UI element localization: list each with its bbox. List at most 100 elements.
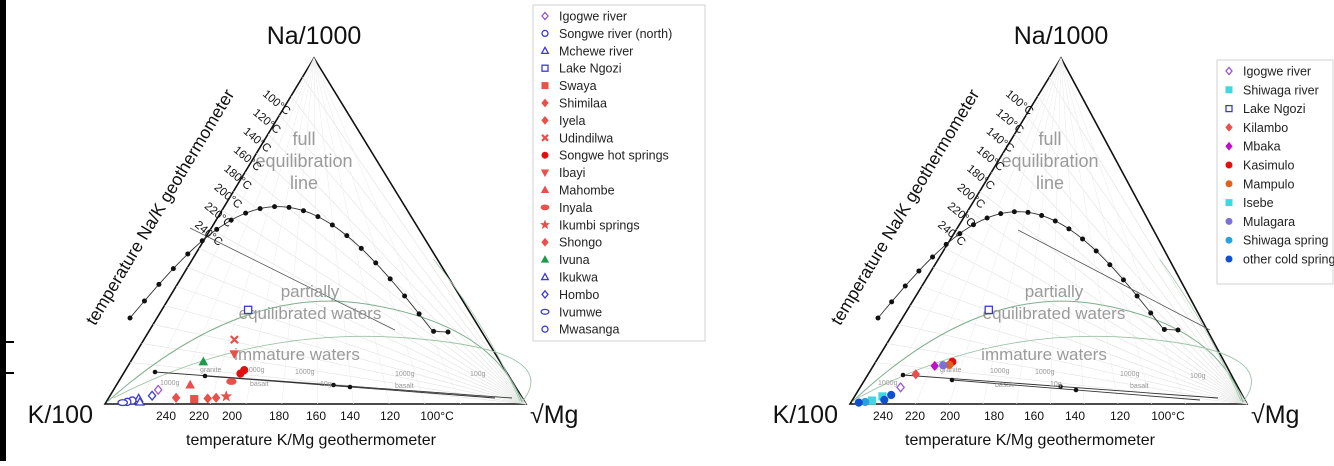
- equilibration-dot: [1093, 248, 1099, 254]
- rock-label: 1000g: [160, 380, 180, 387]
- equilibration-dot: [902, 283, 908, 289]
- isotherm-fan-line: [313, 57, 354, 405]
- isotherm-fan-line: [1060, 57, 1186, 405]
- isotherm-fan-line: [153, 324, 527, 405]
- triangle-frame: [848, 56, 1249, 405]
- isotherm-fan-line: [915, 57, 1062, 405]
- legend-marker: [1225, 86, 1233, 94]
- left-edge-bar: [0, 0, 6, 461]
- equilibration-dot: [373, 260, 379, 266]
- legend-marker: [541, 289, 549, 300]
- equilibration-dot: [957, 231, 963, 237]
- legend-marker: [540, 308, 550, 315]
- legend-label: Ivumwe: [559, 305, 602, 319]
- isotherm-fan-line: [1016, 57, 1062, 405]
- edge-tick-lower: [0, 372, 14, 374]
- data-point-other-cold-springs: [887, 390, 896, 400]
- equilibration-dot: [300, 208, 306, 214]
- green-curve-right: [433, 258, 521, 402]
- equilibration-dot: [1066, 226, 1072, 232]
- legend-label: Igogwe river: [559, 10, 627, 24]
- data-point-lake-ngozi: [243, 305, 253, 315]
- data-point-shongo: [211, 392, 221, 403]
- rock-label: 100g: [1190, 373, 1206, 380]
- rock-label: granite: [940, 367, 962, 374]
- data-point-ibayi: [229, 350, 240, 360]
- legend-marker: [540, 169, 550, 178]
- equilibration-dot: [445, 329, 451, 335]
- isotherm-fan-line: [979, 190, 1248, 405]
- isotherm-fan-line: [267, 133, 527, 405]
- immature-boundary-curve: [106, 300, 523, 403]
- legend-marker: [541, 29, 549, 38]
- equilibration-dot: [214, 226, 220, 232]
- data-point-lake-ngozi: [984, 305, 994, 315]
- legend-marker: [1225, 217, 1233, 225]
- equilibration-dot: [402, 293, 408, 299]
- equilibration-dot: [358, 245, 364, 251]
- legend-label: Ikukwa: [559, 271, 598, 285]
- data-point-shimilaa: [171, 392, 181, 403]
- rock-line-dot: [1073, 387, 1079, 393]
- full-equilibration-label: full: [292, 129, 315, 149]
- data-point-igogwe-river: [153, 384, 163, 396]
- isotherm-fan-line: [1014, 133, 1248, 405]
- rock-line-dot: [347, 384, 353, 390]
- isotherm-fan-line: [313, 57, 390, 405]
- data-point-other-cold-springs: [880, 395, 889, 404]
- legend-box: [1216, 59, 1334, 285]
- legend-label: Swaya: [559, 79, 597, 93]
- isotherm-fan-line: [233, 190, 527, 405]
- legend-label: Mampulo: [1243, 177, 1294, 191]
- legend-label: Ivuna: [559, 253, 590, 267]
- equilibration-dot: [875, 315, 881, 321]
- isotherm-fan-line: [1025, 114, 1248, 405]
- kmg-tick-label: 160: [1024, 409, 1044, 423]
- kmg-tick-label: 220: [189, 409, 209, 423]
- data-point-swaya: [190, 395, 199, 404]
- nak-isotherm-line: [1017, 229, 1211, 331]
- data-point-ivumwe: [117, 399, 129, 407]
- isotherm-fan-line: [944, 248, 1248, 405]
- rock-label: 1000g: [990, 368, 1010, 375]
- immature-waters-label: immature waters: [981, 345, 1107, 364]
- data-point-iyela: [203, 393, 212, 404]
- data-point-mbaka: [930, 360, 939, 372]
- equilibration-dot: [1080, 236, 1086, 242]
- kmg-tick-label: 120: [380, 409, 400, 423]
- legend-label: Isebe: [1243, 196, 1274, 210]
- immature-boundary-curve: [851, 300, 1244, 403]
- rock-label: 1000g: [245, 367, 265, 374]
- equilibration-dot: [185, 251, 191, 257]
- rock-line-dot: [900, 372, 906, 378]
- equilibration-dot: [199, 238, 205, 244]
- legend-label: Mulagara: [1243, 215, 1295, 229]
- isotherm-fan-line: [948, 57, 1062, 405]
- kmg-tick-label: 220: [905, 409, 925, 423]
- rock-line-dot: [202, 373, 208, 379]
- equilibration-dot: [228, 217, 234, 223]
- isotherm-fan-line: [130, 362, 527, 405]
- equilibration-dot: [257, 206, 263, 212]
- kmg-tick-label: 180: [269, 409, 289, 423]
- full-equilibration-label: equilibration: [1001, 151, 1098, 171]
- data-point-shiwaga-river: [867, 396, 877, 405]
- legend-marker: [1225, 199, 1233, 207]
- equilibration-dot: [1025, 209, 1031, 215]
- isotherm-fan-line: [1037, 95, 1248, 405]
- legend-marker: [1225, 180, 1233, 188]
- equilibration-dot: [1120, 277, 1126, 283]
- kmg-tick-label: 200: [940, 409, 960, 423]
- rock-label: basalt: [250, 381, 269, 388]
- isotherm-fan-line: [875, 362, 1248, 405]
- legend-marker: [541, 82, 549, 90]
- legend-marker: [541, 325, 549, 333]
- equilibration-dot: [1011, 209, 1017, 215]
- isotherm-fan-line: [956, 229, 1248, 405]
- isotherm-fan-line: [187, 267, 527, 405]
- legend-marker: [541, 98, 549, 108]
- legend-label: Lake Ngozi: [559, 62, 622, 76]
- isotherm-fan-line: [1049, 76, 1248, 405]
- legend-marker: [540, 204, 550, 211]
- isotherm-fan-line: [933, 267, 1248, 405]
